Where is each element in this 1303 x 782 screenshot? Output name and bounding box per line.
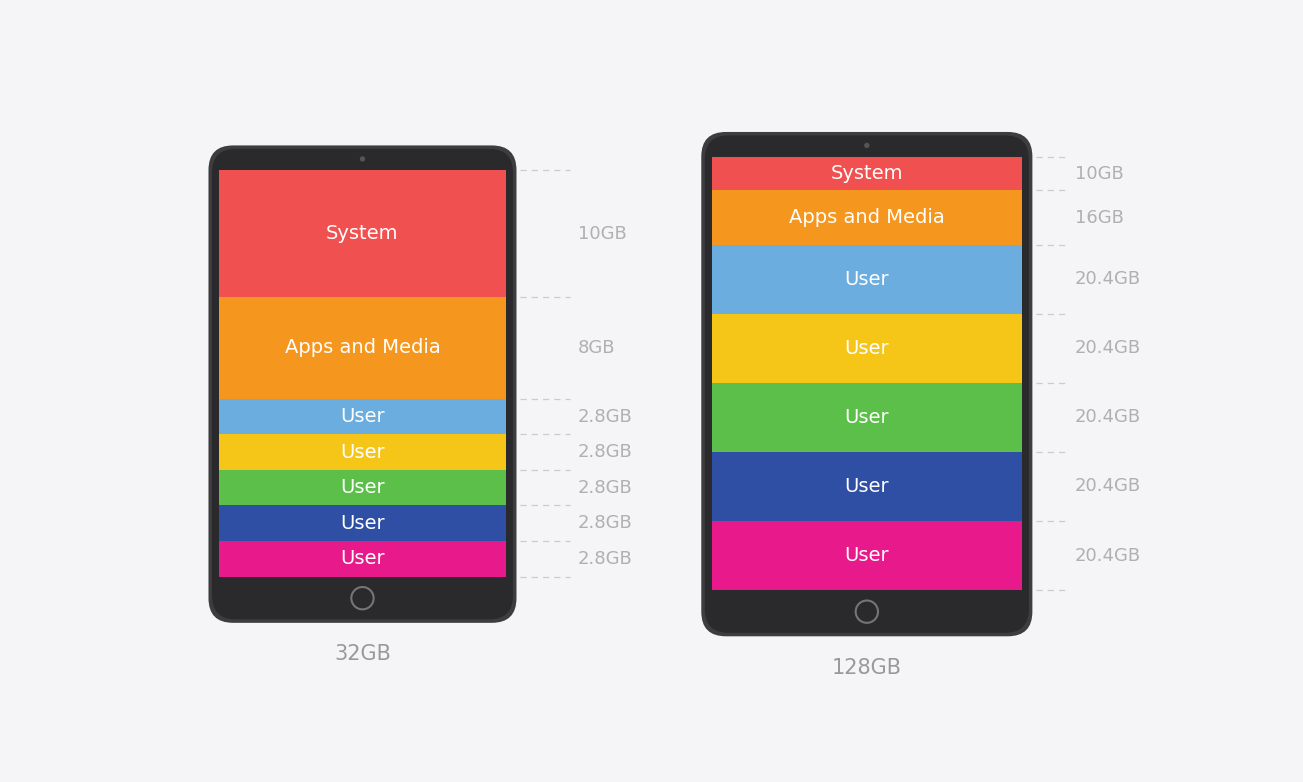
Bar <box>219 541 506 576</box>
Bar <box>219 170 506 297</box>
Text: Apps and Media: Apps and Media <box>284 339 440 357</box>
Text: 2.8GB: 2.8GB <box>579 550 633 568</box>
Text: 10GB: 10GB <box>1075 164 1123 182</box>
Text: 16GB: 16GB <box>1075 209 1123 227</box>
Bar <box>219 170 506 576</box>
Bar <box>711 245 1022 314</box>
Bar <box>219 470 506 505</box>
Text: 2.8GB: 2.8GB <box>579 443 633 461</box>
Bar <box>219 399 506 434</box>
Bar <box>219 434 506 470</box>
Text: User: User <box>844 339 889 358</box>
Bar <box>219 505 506 541</box>
Text: 32GB: 32GB <box>334 644 391 665</box>
Text: 20.4GB: 20.4GB <box>1075 271 1141 289</box>
Text: User: User <box>340 549 384 569</box>
Bar <box>711 156 1022 590</box>
Circle shape <box>864 143 869 148</box>
Text: User: User <box>340 443 384 461</box>
Circle shape <box>360 156 365 162</box>
Text: User: User <box>340 407 384 426</box>
Text: System: System <box>830 164 903 183</box>
Bar <box>711 383 1022 452</box>
Bar <box>219 297 506 399</box>
FancyBboxPatch shape <box>701 132 1032 637</box>
Text: User: User <box>844 270 889 289</box>
Text: 10GB: 10GB <box>579 224 627 242</box>
Bar <box>711 452 1022 521</box>
Text: System: System <box>326 224 399 243</box>
Bar <box>711 156 1022 191</box>
Text: 20.4GB: 20.4GB <box>1075 478 1141 496</box>
Bar <box>711 191 1022 245</box>
FancyBboxPatch shape <box>705 135 1029 633</box>
Text: 8GB: 8GB <box>579 339 615 357</box>
Bar <box>711 314 1022 383</box>
Text: 2.8GB: 2.8GB <box>579 515 633 533</box>
Text: User: User <box>844 477 889 496</box>
FancyBboxPatch shape <box>212 149 513 619</box>
Text: User: User <box>844 546 889 565</box>
Bar <box>711 521 1022 590</box>
Text: 20.4GB: 20.4GB <box>1075 408 1141 426</box>
Text: 20.4GB: 20.4GB <box>1075 547 1141 565</box>
Text: 20.4GB: 20.4GB <box>1075 339 1141 357</box>
Text: 2.8GB: 2.8GB <box>579 479 633 497</box>
FancyBboxPatch shape <box>208 145 516 622</box>
Text: User: User <box>340 479 384 497</box>
Text: User: User <box>340 514 384 533</box>
Text: Apps and Media: Apps and Media <box>788 208 945 227</box>
Text: User: User <box>844 408 889 427</box>
Text: 128GB: 128GB <box>831 658 902 678</box>
Text: 2.8GB: 2.8GB <box>579 407 633 425</box>
